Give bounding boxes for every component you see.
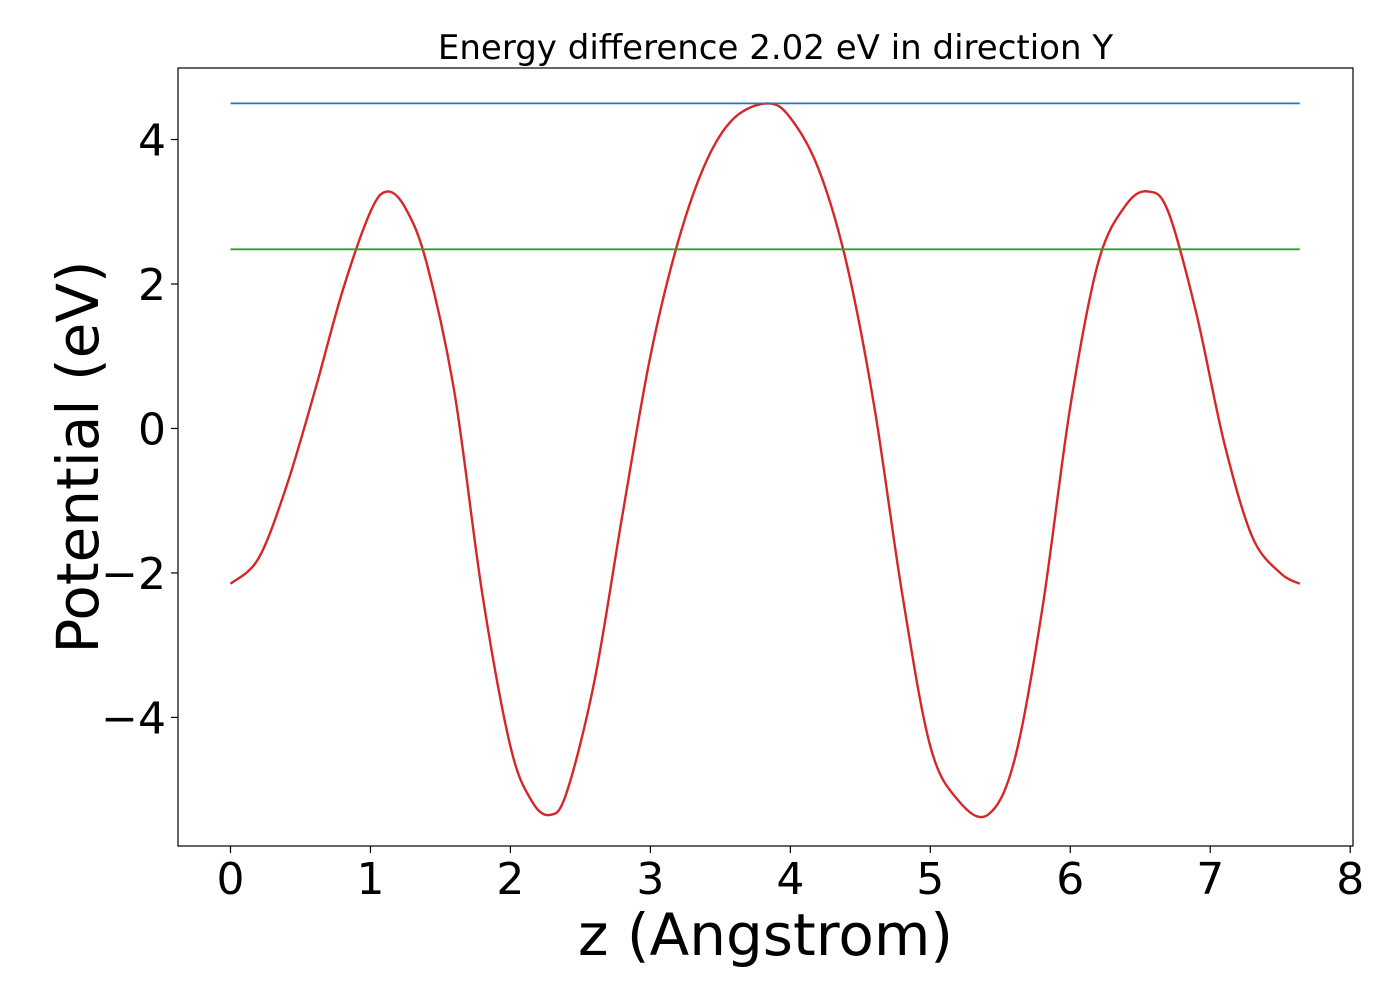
tick-layer: 0 1 2 3 4 5 6 7 8 −4 −2 0 2 4 [101, 116, 1364, 905]
x-tick-label: 0 [216, 854, 244, 905]
y-tick-label: 0 [138, 404, 166, 455]
plot-frame [177, 67, 1354, 847]
x-tick-label: 8 [1336, 854, 1364, 905]
x-tick-label: 3 [636, 854, 664, 905]
y-axis-title: Potential (eV) [44, 260, 112, 653]
x-tick-label: 2 [496, 854, 524, 905]
potential-curve [229, 102, 1301, 819]
chart-title: Energy difference 2.02 eV in direction Y [438, 28, 1113, 68]
series-layer [229, 102, 1301, 819]
y-tick-label: 2 [138, 260, 166, 311]
x-tick-label: 7 [1196, 854, 1224, 905]
x-tick-label: 6 [1056, 854, 1084, 905]
y-tick-label: −2 [101, 549, 166, 600]
y-tick-label: 4 [138, 116, 166, 167]
x-tick-label: 4 [776, 854, 804, 905]
y-tick-label: −4 [101, 693, 166, 744]
x-tick-label: 5 [916, 854, 944, 905]
x-tick-label: 1 [356, 854, 384, 905]
x-axis-title: z (Angstrom) [578, 901, 953, 969]
